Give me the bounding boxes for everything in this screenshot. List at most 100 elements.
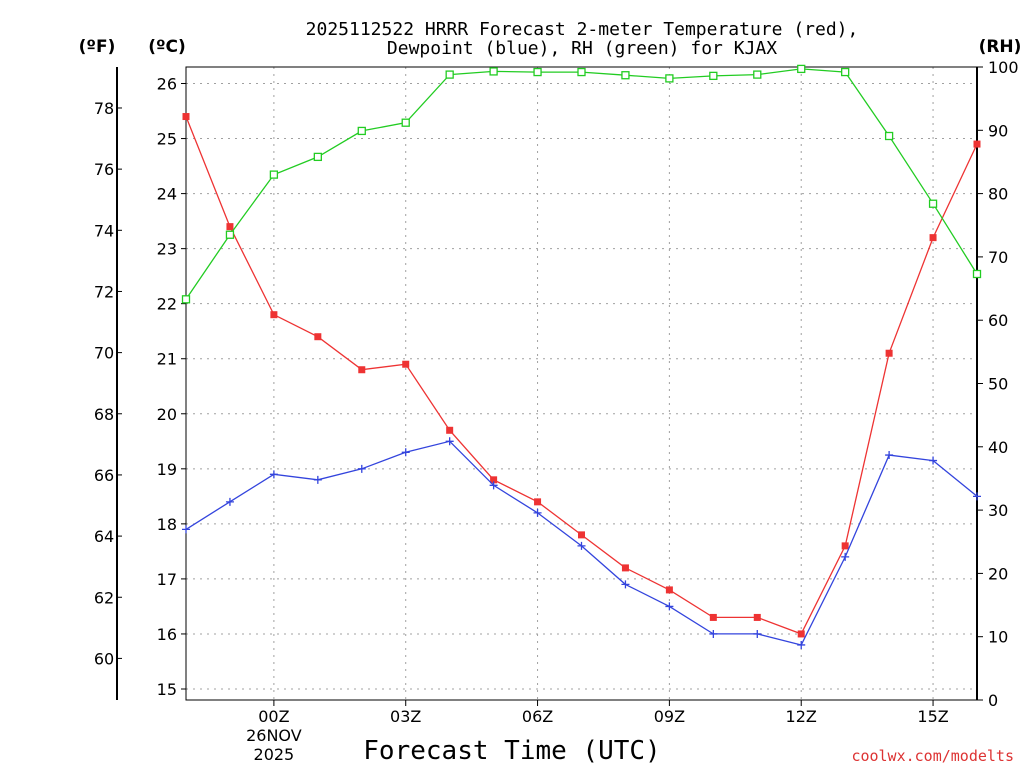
dewpoint-point — [225, 497, 234, 506]
rh-tick-label: 40 — [988, 438, 1008, 457]
time-tick-label: 15Z — [917, 707, 948, 726]
rh-point — [577, 67, 586, 77]
temperature-point — [402, 360, 410, 368]
temperature-point — [621, 564, 629, 572]
celsius-tick-label: 20 — [157, 405, 177, 424]
rh-point — [313, 152, 322, 162]
rh-point — [445, 70, 454, 79]
rh-tick-label: 50 — [988, 375, 1008, 394]
date-tick-label: 26NOV — [246, 726, 302, 745]
credit-link[interactable]: coolwx.com/modelts — [851, 747, 1014, 765]
rh-point — [181, 295, 191, 304]
fahrenheit-tick-label: 64 — [94, 527, 114, 546]
celsius-tick-label: 17 — [157, 570, 177, 589]
temperature-point — [358, 366, 366, 374]
rh-tick-label: 0 — [988, 691, 998, 710]
dewpoint-point — [577, 541, 586, 550]
temperature-point — [182, 113, 190, 121]
fahrenheit-tick-label: 62 — [94, 588, 114, 607]
celsius-tick-label: 25 — [157, 130, 177, 149]
chart-title-line2: Dewpoint (blue), RH (green) for KJAX — [387, 38, 777, 59]
temperature-point — [753, 613, 761, 621]
dewpoint-point — [797, 640, 806, 649]
dewpoint-point — [973, 492, 981, 501]
rh-tick-label: 60 — [988, 311, 1008, 330]
rh-point — [665, 74, 674, 83]
rh-tick-label: 80 — [988, 185, 1008, 204]
rh-point — [621, 71, 630, 80]
temperature-point — [314, 333, 322, 341]
celsius-tick-label: 21 — [157, 350, 177, 369]
dewpoint-point — [313, 475, 322, 484]
dewpoint-point — [929, 456, 938, 465]
time-tick-label: 09Z — [654, 707, 685, 726]
chart-title-line1: 2025112522 HRRR Forecast 2-meter Tempera… — [306, 19, 859, 40]
rh-point — [709, 71, 718, 81]
temperature-point — [534, 498, 542, 506]
rh-point — [928, 199, 938, 208]
dewpoint-point — [445, 437, 454, 446]
dewpoint-point — [182, 525, 190, 534]
celsius-tick-label: 16 — [157, 625, 177, 644]
time-tick-label: 12Z — [786, 707, 817, 726]
x-axis-label: Forecast Time (UTC) — [363, 736, 660, 766]
grid-lines — [186, 67, 977, 700]
celsius-tick-label: 24 — [157, 185, 177, 204]
temperature-point — [929, 234, 937, 242]
celsius-tick-label: 15 — [157, 680, 177, 699]
temperature-point — [885, 349, 893, 357]
rh-point — [797, 64, 806, 74]
dewpoint-point — [709, 629, 718, 638]
celsius-tick-label: 22 — [157, 295, 177, 314]
fahrenheit-unit-label: (ºF) — [79, 37, 116, 57]
time-tick-label: 06Z — [522, 707, 553, 726]
rh-point — [753, 70, 762, 79]
dewpoint-point — [401, 448, 410, 457]
fahrenheit-tick-label: 76 — [94, 160, 114, 179]
celsius-tick-label: 23 — [157, 240, 177, 259]
temperature-point — [270, 311, 278, 319]
dewpoint-point — [269, 470, 278, 479]
fahrenheit-tick-label: 66 — [94, 466, 114, 485]
temperature-point — [709, 613, 717, 621]
rh-tick-label: 100 — [988, 58, 1019, 77]
rh-point — [401, 118, 410, 127]
fahrenheit-tick-label: 74 — [94, 221, 114, 240]
dewpoint-point — [533, 508, 542, 517]
temperature-point — [226, 223, 234, 231]
fahrenheit-tick-label: 70 — [94, 344, 114, 363]
dewpoint-point — [665, 602, 674, 611]
dewpoint-point — [489, 481, 498, 490]
temperature-point — [973, 140, 981, 148]
rh-point — [269, 170, 279, 179]
rh-tick-label: 90 — [988, 121, 1008, 140]
celsius-tick-label: 26 — [157, 75, 177, 94]
temperature-line — [185, 116, 978, 635]
tick-labels: 15 16 17 18 19 20 21 22 23 24 25 26 60 62 64 66 68 70 72 74… — [94, 58, 1019, 764]
year-tick-label: 2025 — [254, 745, 295, 764]
rh-point — [357, 126, 366, 136]
temperature-point — [797, 630, 805, 638]
temperature-point — [578, 531, 585, 539]
fahrenheit-tick-label: 68 — [94, 405, 114, 424]
rh-tick-label: 30 — [988, 501, 1008, 520]
axes — [116, 66, 983, 706]
rh-point — [841, 67, 850, 77]
rh-tick-label: 20 — [988, 564, 1008, 583]
rh-point — [225, 230, 235, 239]
celsius-tick-label: 18 — [157, 515, 177, 534]
rh-point — [489, 67, 498, 76]
dewpoint-point — [753, 629, 762, 638]
dewpoint-point — [357, 464, 366, 473]
rh-tick-label: 70 — [988, 248, 1008, 267]
temperature-point — [665, 586, 673, 594]
rh-tick-label: 10 — [988, 628, 1008, 647]
celsius-unit-label: (ºC) — [148, 37, 186, 57]
fahrenheit-tick-label: 72 — [94, 282, 114, 301]
rh-point — [972, 269, 982, 279]
rh-point — [533, 67, 542, 77]
fahrenheit-tick-label: 60 — [94, 649, 114, 668]
rh-unit-label: (RH) — [979, 37, 1022, 57]
rh-line — [185, 68, 978, 300]
